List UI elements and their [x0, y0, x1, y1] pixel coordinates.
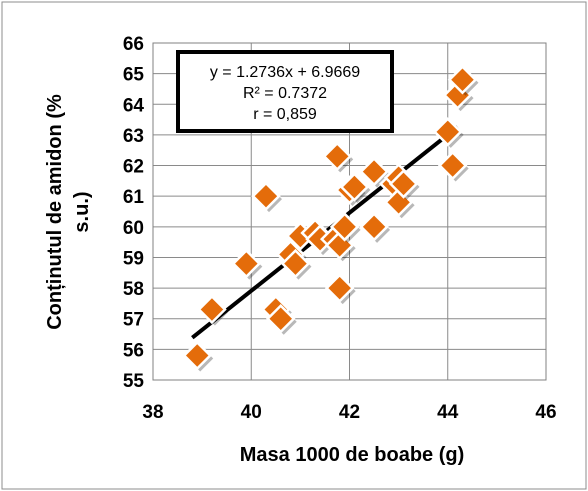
data-point-27 [447, 64, 478, 95]
y-tick-label-11: 66 [123, 34, 144, 55]
data-point-24 [432, 117, 463, 147]
data-point-2 [231, 248, 262, 279]
x-tick-labels: 38 40 42 44 46 [142, 402, 556, 423]
x-axis-title: Masa 1000 de boabe (g) [240, 444, 465, 466]
x-tick-label-4: 46 [535, 402, 556, 423]
data-point-25 [437, 150, 468, 181]
data-point-7 [280, 248, 311, 279]
data-point-14 [324, 273, 355, 303]
y-tick-label-7: 62 [123, 157, 144, 178]
equation-box: y = 1.2736x + 6.9669 R² = 0.7372 r = 0,8… [176, 50, 394, 133]
data-point-17 [339, 172, 370, 202]
y-tick-label-6: 61 [123, 187, 145, 208]
x-tick-label-0: 38 [142, 402, 163, 423]
y-tick-label-4: 59 [123, 248, 144, 269]
data-point-3 [251, 181, 281, 211]
equation-line-2: R² = 0.7372 [243, 85, 327, 102]
y-tick-label-0: 55 [123, 371, 145, 392]
y-tick-label-5: 60 [123, 218, 144, 239]
x-tick-label-2: 42 [339, 402, 360, 423]
equation-line-1: y = 1.2736x + 6.9669 [210, 64, 360, 81]
equation-box-frame [176, 50, 394, 133]
data-point-12 [322, 141, 352, 172]
x-tick-label-3: 44 [437, 402, 459, 423]
y-tick-labels: 55 56 57 58 59 60 61 62 63 64 65 66 [123, 34, 145, 392]
equation-line-3: r = 0,859 [253, 106, 317, 123]
data-point-19 [359, 156, 389, 187]
x-tick-label-1: 40 [241, 402, 262, 423]
y-axis-title-line-2: s.u.) [71, 191, 93, 232]
y-tick-label-3: 58 [123, 279, 144, 300]
data-point-0 [182, 340, 212, 371]
y-tick-label-9: 64 [123, 95, 145, 116]
data-points [182, 64, 479, 372]
plot-area-border [152, 42, 547, 381]
y-tick-label-2: 57 [123, 310, 144, 331]
data-point-23 [388, 169, 419, 199]
data-point-5 [265, 303, 296, 334]
y-axis-title-line-1: Conținutul de amidon (% [44, 94, 66, 330]
y-tick-label-10: 65 [123, 65, 145, 86]
y-tick-label-8: 63 [123, 126, 144, 147]
y-axis-title: Conținutul de amidon (% s.u.) [44, 94, 93, 330]
data-point-1 [197, 294, 227, 325]
data-point-15 [329, 212, 360, 242]
data-point-18 [359, 212, 389, 242]
y-tick-label-1: 56 [123, 340, 144, 361]
